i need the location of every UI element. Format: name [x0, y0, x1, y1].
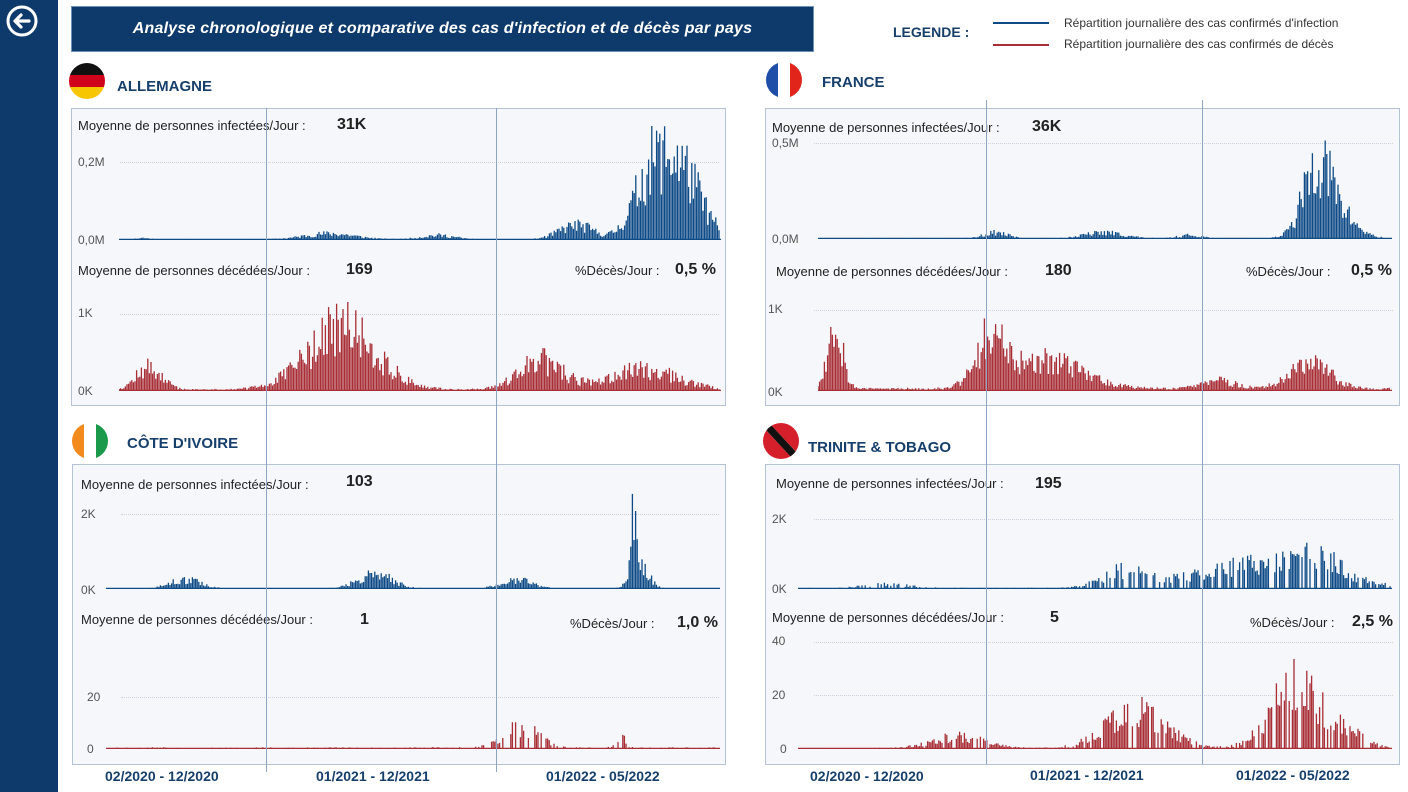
germany-inf-tick-top: 0,2M: [78, 155, 105, 169]
legend-infection-label: Répartition journalière des cas confirmé…: [1064, 16, 1339, 30]
germany-pct-label: %Décès/Jour :: [575, 263, 660, 278]
trinidad-tobago-inf-tick-bottom: 0K: [772, 582, 787, 596]
germany-infection-series: [119, 126, 721, 240]
germany-deceased-label: Moyenne de personnes décédées/Jour :: [78, 263, 310, 278]
cote-divoire-infection-series: [106, 493, 720, 589]
cote-divoire-deceased-label: Moyenne de personnes décédées/Jour :: [81, 612, 313, 627]
series-bars: [798, 659, 1390, 749]
france-pct-value: 0,5 %: [1351, 262, 1392, 279]
germany-infected-label: Moyenne de personnes infectées/Jour :: [78, 118, 306, 133]
period-separator: [986, 100, 987, 764]
grid-line: [120, 162, 719, 163]
legend-deaths-label: Répartition journalière des cas confirmé…: [1064, 37, 1334, 51]
series-bars: [826, 140, 1390, 239]
france-pct-label: %Décès/Jour :: [1246, 264, 1331, 279]
trinidad-tobago-death-tick-mid: 20: [772, 688, 786, 702]
france-inf-tick-top: 0,5M: [772, 136, 799, 150]
germany-panel: Moyenne de personnes infectées/Jour : 31…: [71, 108, 726, 406]
series-bars: [106, 722, 718, 749]
period-separator: [496, 108, 497, 772]
grid-line: [814, 695, 1393, 696]
period-label-2022-right: 01/2022 - 05/2022: [1236, 767, 1350, 783]
sidebar: [0, 0, 58, 792]
grid-line: [121, 514, 719, 515]
germany-flag-icon: [69, 63, 105, 99]
legend-infection-swatch: [993, 22, 1049, 24]
trinidad-tobago-infected-value: 195: [1035, 475, 1062, 492]
france-infected-label: Moyenne de personnes infectées/Jour :: [772, 120, 1000, 135]
trinidad-tobago-pct-value: 2,5 %: [1352, 613, 1393, 630]
legend-deaths-swatch: [993, 44, 1049, 46]
grid-line: [120, 314, 719, 315]
france-infection-series: [818, 140, 1392, 239]
page-title: Analyse chronologique et comparative des…: [71, 6, 814, 52]
trinidad-tobago-infected-label: Moyenne de personnes infectées/Jour :: [776, 476, 1004, 491]
grid-line: [121, 697, 719, 698]
series-bars: [113, 493, 717, 589]
germany-deceased-value: 169: [346, 261, 373, 278]
country-name-germany: ALLEMAGNE: [117, 78, 212, 95]
cote-divoire-flag-icon: [72, 423, 108, 459]
france-deceased-label: Moyenne de personnes décédées/Jour :: [776, 264, 1008, 279]
trinidad-tobago-infection-series: [798, 542, 1392, 589]
legend-label: LEGENDE :: [893, 24, 970, 40]
grid-line: [814, 143, 1393, 144]
period-separator: [1202, 100, 1203, 764]
trinidad-tobago-deceased-label: Moyenne de personnes décédées/Jour :: [772, 610, 1004, 625]
cote-divoire-panel: Moyenne de personnes infectées/Jour : 10…: [72, 464, 726, 765]
cote-divoire-death-tick-bottom: 0: [87, 742, 94, 756]
germany-infected-value: 31K: [337, 116, 367, 133]
trinidad-tobago-deceased-value: 5: [1050, 609, 1059, 626]
france-flag-icon: [766, 62, 802, 98]
cote-divoire-pct-label: %Décès/Jour :: [570, 616, 655, 631]
trinidad-tobago-death-tick-bottom: 0: [780, 742, 787, 756]
france-inf-tick-bottom: 0,0M: [772, 232, 799, 246]
trinidad-tobago-pct-label: %Décès/Jour :: [1250, 615, 1335, 630]
series-bars: [798, 542, 1391, 589]
france-death-tick-bottom: 0K: [768, 385, 783, 399]
cote-divoire-pct-value: 1,0 %: [677, 614, 718, 631]
period-label-2021-right: 01/2021 - 12/2021: [1030, 767, 1144, 783]
france-panel: Moyenne de personnes infectées/Jour : 36…: [765, 108, 1400, 406]
back-arrow-icon[interactable]: [6, 5, 38, 37]
series-bars: [119, 302, 720, 391]
grid-line: [814, 519, 1393, 520]
period-label-2020-left: 02/2020 - 12/2020: [105, 768, 219, 784]
trinidad-tobago-inf-tick-top: 2K: [772, 512, 787, 526]
series-bars: [818, 318, 1390, 391]
cote-divoire-death-series: [106, 722, 720, 749]
period-label-2021-left: 01/2021 - 12/2021: [316, 768, 430, 784]
france-infected-value: 36K: [1032, 118, 1062, 135]
period-label-2020-right: 02/2020 - 12/2020: [810, 768, 924, 784]
trinidad-tobago-death-tick-top: 40: [772, 634, 786, 648]
germany-death-series: [119, 302, 721, 391]
grid-line: [814, 642, 1393, 643]
germany-pct-value: 0,5 %: [675, 261, 716, 278]
cote-divoire-inf-tick-top: 2K: [81, 507, 96, 521]
cote-divoire-infected-value: 103: [346, 473, 373, 490]
cote-divoire-deceased-value: 1: [360, 611, 369, 628]
period-label-2022-left: 01/2022 - 05/2022: [546, 768, 660, 784]
cote-divoire-infected-label: Moyenne de personnes infectées/Jour :: [81, 477, 309, 492]
series-bars: [124, 126, 720, 240]
trinidad-tobago-death-series: [798, 659, 1392, 749]
trinidad-tobago-flag-icon: [763, 423, 799, 459]
germany-death-tick-bottom: 0K: [78, 384, 93, 398]
country-name-france: FRANCE: [822, 74, 885, 91]
france-death-tick-top: 1K: [768, 302, 783, 316]
germany-inf-tick-bottom: 0,0M: [78, 233, 105, 247]
france-death-series: [818, 318, 1392, 391]
period-separator: [266, 108, 267, 772]
grid-line: [814, 310, 1393, 311]
country-name-cote-divoire: CÔTE D'IVOIRE: [127, 435, 239, 452]
country-name-trinidad-tobago: TRINITE & TOBAGO: [808, 439, 952, 456]
germany-death-tick-top: 1K: [78, 306, 93, 320]
cote-divoire-inf-tick-bottom: 0K: [81, 583, 96, 597]
france-deceased-value: 180: [1045, 262, 1072, 279]
cote-divoire-death-tick-top: 20: [87, 690, 101, 704]
